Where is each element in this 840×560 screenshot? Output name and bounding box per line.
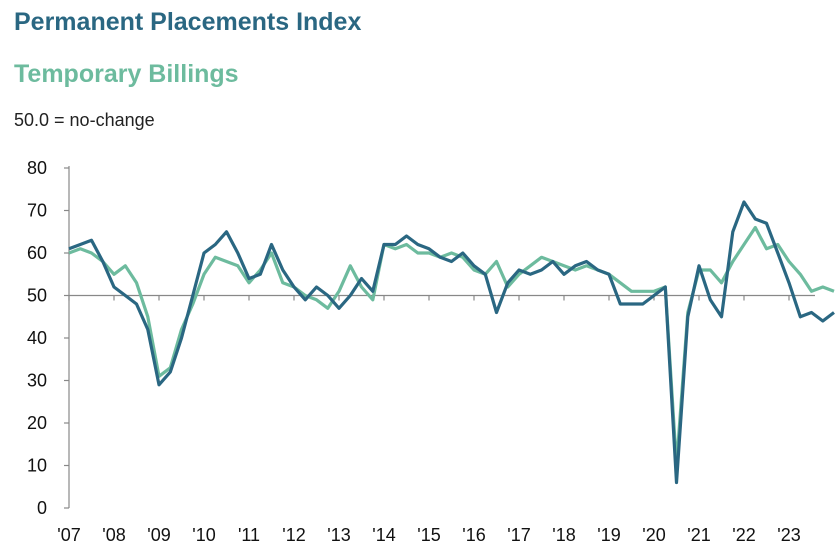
x-tick-label: '17: [507, 525, 530, 545]
chart-title: Permanent Placements Index: [14, 8, 362, 36]
x-tick-label: '20: [642, 525, 665, 545]
x-tick-label: '23: [777, 525, 800, 545]
y-tick-label: 10: [27, 456, 47, 476]
temporary-billings-line: [68, 225, 835, 468]
x-tick-label: '19: [597, 525, 620, 545]
y-tick-label: 0: [37, 498, 47, 518]
x-tick-label: '09: [147, 525, 170, 545]
x-tick-label: '10: [192, 525, 215, 545]
x-tick-label: '14: [372, 525, 395, 545]
x-tick-label: '18: [552, 525, 575, 545]
x-tick-label: '21: [687, 525, 710, 545]
x-tick-label: '08: [102, 525, 125, 545]
y-tick-label: 50: [27, 286, 47, 306]
x-tick-label: '15: [417, 525, 440, 545]
y-tick-label: 60: [27, 243, 47, 263]
x-tick-label: '16: [462, 525, 485, 545]
x-tick-label: '22: [732, 525, 755, 545]
permanent-placements-line: [68, 200, 835, 485]
chart-annotation: 50.0 = no-change: [14, 110, 155, 130]
y-tick-label: 80: [27, 158, 47, 178]
y-tick-label: 70: [27, 201, 47, 221]
x-tick-label: '13: [327, 525, 350, 545]
chart-subtitle: Temporary Billings: [14, 60, 239, 88]
y-tick-label: 30: [27, 371, 47, 391]
x-tick-label: '07: [57, 525, 80, 545]
x-tick-label: '12: [282, 525, 305, 545]
x-tick-label: '11: [238, 525, 260, 545]
y-tick-label: 20: [27, 413, 47, 433]
y-tick-label: 40: [27, 328, 47, 348]
